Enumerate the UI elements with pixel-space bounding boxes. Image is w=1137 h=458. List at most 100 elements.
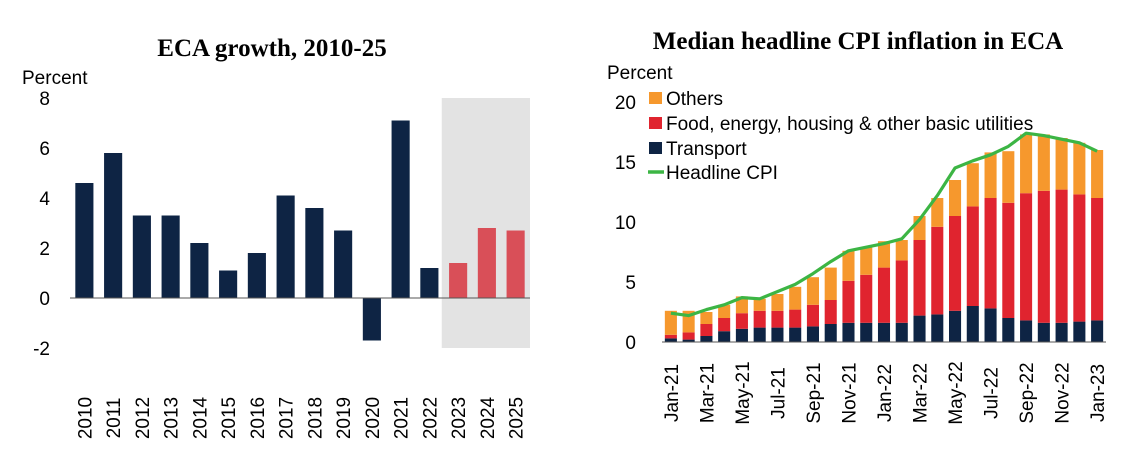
y-tick-label: 8 — [39, 89, 50, 110]
bar-segment-others — [931, 198, 944, 227]
bar-segment-transport — [735, 328, 748, 342]
bar-segment-food — [753, 310, 766, 328]
y-tick-label: -2 — [33, 339, 50, 360]
bar-segment-transport — [895, 322, 908, 342]
bar-segment-food — [1020, 193, 1033, 321]
bar-segment-food — [718, 318, 731, 332]
bar-segment-food — [842, 280, 855, 323]
bar-segment-transport — [824, 324, 837, 342]
bar-segment-transport — [966, 306, 979, 342]
x-tick-label: Mar-22 — [911, 363, 932, 423]
bar-segment-food — [700, 324, 713, 336]
bar-segment-others — [984, 152, 997, 198]
chart1-ylabel: Percent — [22, 68, 88, 89]
x-tick-label: Jan-21 — [662, 364, 683, 422]
bar-segment-transport — [931, 314, 944, 342]
bar-segment-food — [931, 226, 944, 315]
x-tick-label: Jul-22 — [982, 367, 1003, 419]
y-tick-label: 0 — [625, 333, 636, 354]
bar-2024 — [477, 228, 496, 298]
bar-segment-others — [877, 241, 891, 268]
bar-2020 — [362, 298, 381, 341]
x-tick-label: 2013 — [162, 397, 183, 439]
bar-segment-food — [682, 332, 695, 340]
cpi-inflation-chart: Median headline CPI inflation in ECA Per… — [607, 28, 1109, 425]
legend-label: Others — [666, 89, 723, 110]
bar-segment-transport — [1037, 322, 1050, 342]
bar-2017 — [276, 195, 295, 298]
bar-segment-others — [860, 247, 873, 275]
bar-segment-transport — [718, 331, 731, 342]
bar-segment-others — [753, 298, 766, 311]
bar-segment-food — [1002, 202, 1015, 318]
bar-2023 — [449, 263, 468, 298]
bar-segment-transport — [1091, 320, 1104, 342]
x-tick-label: 2011 — [104, 398, 125, 439]
bar-segment-transport — [842, 322, 855, 342]
y-tick-label: 6 — [39, 139, 50, 160]
x-tick-label: Jan-23 — [1088, 364, 1109, 422]
bar-segment-others — [771, 294, 784, 311]
bar-2011 — [104, 153, 123, 298]
x-tick-label: 2023 — [449, 397, 470, 439]
bar-2013 — [161, 215, 180, 298]
bar-2016 — [247, 253, 266, 298]
y-tick-label: 20 — [615, 93, 636, 114]
x-tick-label: Jul-21 — [768, 367, 789, 419]
x-tick-label: 2022 — [420, 397, 441, 439]
y-tick-label: 15 — [615, 153, 636, 174]
bar-segment-others — [1091, 150, 1104, 198]
legend-swatch — [649, 92, 662, 104]
x-tick-label: 2016 — [248, 397, 269, 439]
bar-segment-others — [806, 277, 819, 305]
y-tick-label: 5 — [625, 273, 636, 294]
bar-segment-others — [842, 250, 855, 281]
x-tick-label: Nov-22 — [1053, 362, 1074, 423]
bar-segment-food — [966, 206, 979, 306]
bar-segment-food — [949, 216, 962, 311]
legend-swatch — [649, 142, 662, 154]
bar-segment-food — [1073, 194, 1086, 322]
legend-swatch — [649, 117, 662, 129]
bar-2019 — [334, 230, 353, 298]
bar-segment-others — [1037, 134, 1050, 191]
x-tick-label: 2019 — [334, 397, 355, 439]
y-tick-label: 2 — [39, 239, 50, 260]
legend-label: Transport — [666, 139, 747, 160]
x-tick-label: Sep-21 — [804, 362, 825, 423]
bar-segment-others — [789, 286, 802, 310]
bar-segment-food — [877, 267, 891, 323]
bar-segment-food — [1055, 189, 1068, 323]
x-tick-label: Sep-22 — [1017, 362, 1038, 423]
y-tick-label: 0 — [39, 289, 50, 310]
bar-segment-transport — [682, 339, 695, 342]
chart2-ylabel: Percent — [607, 63, 673, 84]
bar-segment-transport — [877, 322, 891, 342]
bar-segment-transport — [700, 336, 713, 342]
bar-segment-food — [1037, 190, 1050, 323]
x-tick-label: 2014 — [190, 396, 211, 439]
bar-segment-transport — [860, 322, 873, 342]
bar-segment-transport — [1055, 322, 1068, 342]
x-tick-label: Mar-21 — [697, 363, 718, 423]
bar-segment-others — [824, 267, 837, 300]
bar-2014 — [190, 243, 209, 298]
bar-segment-others — [1073, 142, 1086, 195]
eca-growth-chart: ECA growth, 2010-25 Percent 8 6 4 2 0 -2 2010… — [22, 35, 530, 439]
x-tick-label: Jan-22 — [875, 364, 896, 422]
bar-2018 — [305, 208, 324, 298]
bar-segment-transport — [1002, 318, 1015, 342]
x-tick-label: 2025 — [507, 397, 528, 439]
bar-segment-food — [860, 274, 873, 323]
bar-2010 — [75, 183, 94, 298]
y-tick-label: 4 — [39, 189, 50, 210]
bar-segment-others — [718, 304, 731, 318]
bar-segment-food — [895, 260, 908, 323]
bar-segment-others — [895, 240, 908, 261]
x-tick-label: 2015 — [219, 397, 240, 439]
bar-segment-food — [913, 240, 926, 316]
bar-segment-others — [700, 312, 713, 324]
bar-segment-transport — [984, 308, 997, 342]
x-tick-label: 2018 — [305, 397, 326, 439]
bar-segment-food — [824, 300, 837, 324]
